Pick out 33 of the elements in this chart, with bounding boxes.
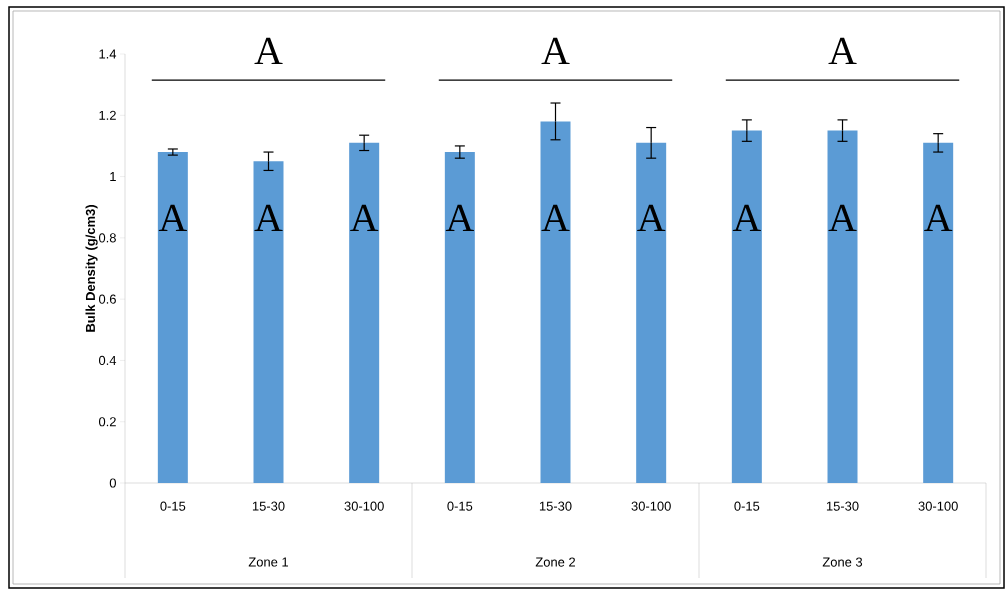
y-axis-title: Bulk Density (g/cm3) — [85, 205, 98, 332]
annotation: A — [158, 204, 187, 232]
annotation: A — [350, 204, 379, 232]
y-tick-label: 1.2 — [99, 110, 116, 120]
annotation: A — [828, 204, 857, 232]
y-tick-label: 1 — [110, 172, 116, 182]
annotation: A — [828, 37, 857, 65]
annotation: A — [541, 37, 570, 65]
x-tick-label: 15-30 — [826, 501, 859, 511]
annotation: A — [254, 37, 283, 65]
annotation: A — [732, 204, 761, 232]
annotation: A — [541, 204, 570, 232]
x-tick-label: 30-100 — [918, 501, 958, 511]
x-tick-label: 15-30 — [252, 501, 285, 511]
x-tick-label: 0-15 — [734, 501, 760, 511]
text: Zone 1 — [248, 557, 289, 567]
y-tick-label: 0.4 — [98, 355, 117, 366]
x-tick-label: 30-100 — [344, 501, 384, 511]
text: Zone 2 — [535, 557, 575, 567]
y-tick-label: 0.8 — [98, 233, 116, 243]
y-tick-label: 0.6 — [98, 294, 116, 304]
x-tick-label: 0-15 — [160, 501, 186, 511]
y-tick-label: 0 — [109, 478, 116, 488]
annotation: A — [637, 204, 666, 232]
x-tick-label: 0-15 — [447, 501, 473, 511]
annotation: A — [254, 204, 283, 232]
x-tick-label: 30-100 — [631, 501, 671, 511]
annotation: A — [924, 204, 953, 232]
x-tick-label: 15-30 — [539, 501, 572, 511]
y-tick-label: 1.4 — [99, 49, 117, 59]
y-tick-label: 0.2 — [98, 417, 116, 427]
annotation: A — [445, 204, 474, 232]
text: Zone 3 — [822, 557, 863, 567]
